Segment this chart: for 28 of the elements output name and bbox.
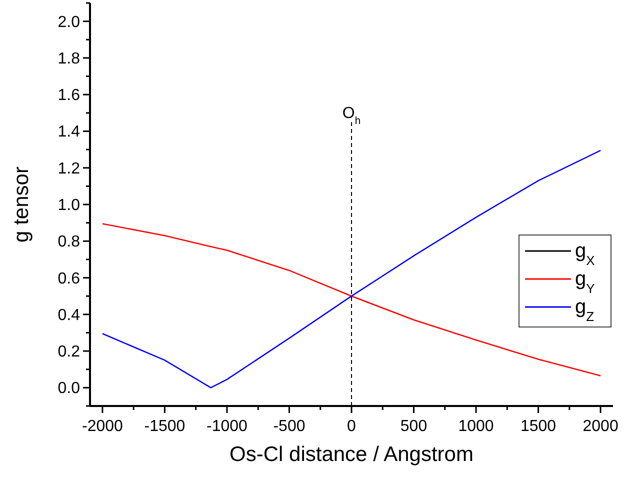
y-tick-label: 1.0: [58, 197, 80, 214]
x-tick-label: 0: [347, 418, 356, 435]
x-tick-label: -2000: [82, 418, 124, 435]
x-tick-label: -1000: [206, 418, 248, 435]
legend-label: g$_{X}$: [575, 240, 596, 268]
legend-label: g$_{Z}$: [575, 296, 594, 324]
y-tick-label: 0.0: [58, 380, 80, 398]
y-tick-label: 1.2: [58, 160, 80, 178]
x-tick-label: -500: [273, 418, 306, 435]
y-tick-label: 0.2: [58, 344, 80, 361]
line-series: [102, 223, 602, 376]
y-axis-title: g tensor: [10, 166, 33, 242]
x-tick-label: 2000: [582, 418, 618, 435]
y-tick-label: 0.6: [58, 270, 80, 288]
x-tick-label: 1000: [458, 418, 494, 435]
y-tick-label: 1.6: [58, 87, 80, 104]
line-series: [102, 150, 602, 388]
x-tick-label: 1500: [520, 418, 556, 435]
legend-label: g$_{Y}$: [575, 268, 596, 296]
x-tick-label: -1500: [144, 418, 186, 435]
x-tick-label: 500: [400, 418, 428, 435]
x-axis-title: Os-Cl distance / Angstrom: [230, 443, 474, 466]
ref-line-label: O$_{h}$: [342, 105, 361, 127]
y-tick-label: 2.0: [58, 14, 80, 31]
y-tick-label: 0.8: [58, 234, 80, 251]
y-tick-label: 0.4: [58, 306, 80, 324]
y-tick-label: 1.8: [58, 50, 80, 68]
y-tick-label: 1.4: [58, 124, 80, 141]
